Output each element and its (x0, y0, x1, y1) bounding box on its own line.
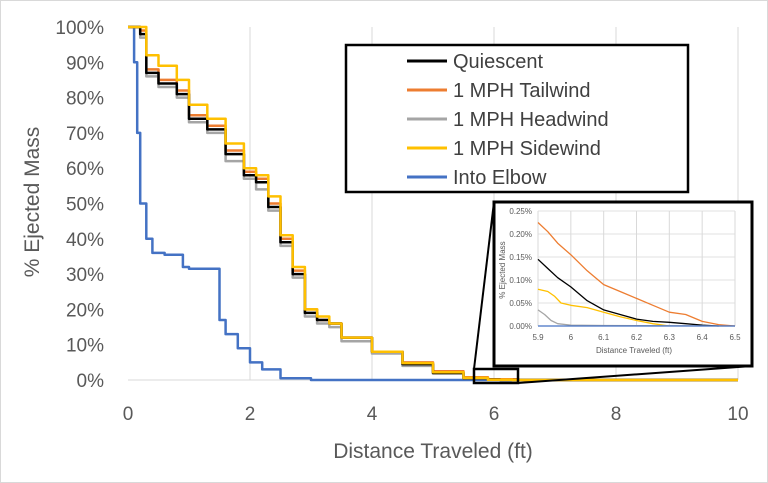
zoom-region-marker (472, 367, 520, 385)
inset-chart: 5.9 6 6.1 6.2 6.3 6.4 6.5 0.00% 0.05% 0.10% 0.15%… (492, 200, 754, 368)
x-tick-label: 6.5 (729, 333, 741, 342)
y-tick-label: 80% (66, 89, 104, 110)
series-line-series-2 (537, 258, 719, 327)
inset-y-axis-title: % Ejected Mass (498, 241, 507, 298)
legend-label-1-mph-sidewind: 1 MPH Sidewind (453, 138, 601, 160)
y-tick-label: 100% (55, 18, 104, 39)
x-tick-label: 6.3 (664, 333, 676, 342)
main-x-tick-labels: 0 2 4 6 8 10 (123, 404, 749, 425)
x-tick-label: 10 (727, 404, 748, 425)
y-tick-label: 0.00% (509, 322, 532, 331)
x-tick-label: 6.2 (631, 333, 643, 342)
y-tick-label: 0.05% (509, 299, 532, 308)
legend-items: Quiescent 1 MPH Tailwind 1 MPH Headwind 1 M… (407, 51, 609, 189)
y-tick-label: 0.20% (509, 230, 532, 239)
x-tick-label: 6.4 (697, 333, 709, 342)
y-tick-label: 0.25% (509, 207, 532, 216)
y-tick-label: 0% (77, 371, 105, 392)
y-tick-label: 40% (66, 230, 104, 251)
main-series-lines (128, 25, 738, 382)
callout-line-bottom (517, 365, 753, 384)
y-axis-title: % Ejected Mass (21, 127, 44, 278)
legend-label-quiescent: Quiescent (453, 51, 543, 73)
x-tick-label: 6 (569, 333, 574, 342)
inset-series-lines (537, 222, 736, 327)
y-tick-label: 0.15% (509, 253, 532, 262)
x-tick-label: 6.1 (598, 333, 610, 342)
zoom-callout (472, 201, 753, 385)
inset-x-tick-labels: 5.9 6 6.1 6.2 6.3 6.4 6.5 (532, 333, 741, 342)
y-tick-label: 90% (66, 53, 104, 74)
x-tick-label: 0 (123, 404, 134, 425)
x-tick-label: 2 (245, 404, 256, 425)
legend-box (344, 43, 690, 194)
y-tick-label: 50% (66, 195, 104, 216)
y-tick-label: 0.10% (509, 276, 532, 285)
series-line-1-mph-sidewind (128, 25, 738, 382)
inset-x-axis-title: Distance Traveled (ft) (596, 346, 672, 355)
y-tick-label: 70% (66, 124, 104, 145)
main-y-tick-labels: 0% 10% 20% 30% 40% 50% 60% 70% 80% 90% 100% (55, 18, 104, 392)
inset-box (492, 200, 754, 368)
y-tick-label: 20% (66, 300, 104, 321)
x-tick-label: 5.9 (532, 333, 544, 342)
inset-y-tick-labels: 0.00% 0.05% 0.10% 0.15% 0.20% 0.25% (509, 207, 532, 331)
y-tick-label: 30% (66, 265, 104, 286)
series-line-series-3 (537, 288, 670, 327)
y-tick-label: 10% (66, 336, 104, 357)
x-tick-label: 4 (367, 404, 378, 425)
legend-label-1-mph-headwind: 1 MPH Headwind (453, 109, 609, 131)
series-line-into-elbow (128, 25, 738, 382)
callout-line-top (473, 201, 495, 370)
legend: Quiescent 1 MPH Tailwind 1 MPH Headwind 1 M… (344, 43, 690, 194)
x-axis-title: Distance Traveled (ft) (333, 440, 533, 463)
x-tick-label: 6 (489, 404, 500, 425)
legend-label-into-elbow: Into Elbow (453, 167, 547, 189)
x-tick-label: 8 (611, 404, 622, 425)
legend-label-1-mph-tailwind: 1 MPH Tailwind (453, 80, 590, 102)
series-line-series-1 (537, 222, 736, 327)
y-tick-label: 60% (66, 159, 104, 180)
